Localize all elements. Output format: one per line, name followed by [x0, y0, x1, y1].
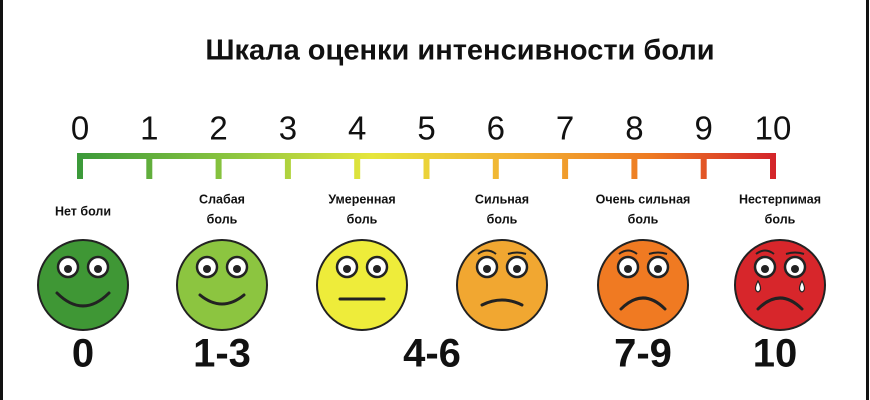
scale-number: 2 — [209, 110, 227, 147]
scale-number: 4 — [348, 110, 366, 147]
face-label: боль — [628, 212, 659, 226]
scale-tick — [562, 153, 569, 179]
pupil — [94, 265, 102, 273]
scale-number: 1 — [140, 110, 158, 147]
face-label: боль — [487, 212, 518, 226]
scale-ticks: 0 1 2 3 4 5 6 7 8 9 10 — [71, 110, 792, 179]
pupil — [64, 265, 72, 273]
scale-tick — [77, 153, 83, 179]
scale-number: 5 — [417, 110, 435, 147]
pupil — [654, 265, 662, 273]
faces: Нет боли Слабая боль Умеренная боль Сильная бо… — [37, 192, 826, 376]
mouth — [480, 298, 524, 307]
face-circle — [734, 239, 826, 331]
face-circle — [37, 239, 129, 331]
mouth — [619, 296, 667, 311]
brow — [618, 249, 638, 255]
scale-tick — [354, 153, 361, 179]
scale-number: 0 — [71, 110, 89, 147]
face-label: Очень сильная — [596, 192, 691, 206]
face — [456, 239, 548, 331]
face-circle — [176, 239, 268, 331]
face — [597, 239, 689, 331]
face-label: боль — [207, 212, 238, 226]
scale-number: 6 — [487, 110, 505, 147]
pupil — [761, 265, 769, 273]
brow — [755, 249, 775, 255]
pupil — [624, 265, 632, 273]
face-label: Сильная — [475, 192, 529, 206]
face-label: боль — [347, 212, 378, 226]
range-label: 4-6 — [403, 332, 461, 376]
range-label: 7-9 — [614, 332, 672, 376]
pupil — [203, 265, 211, 273]
face — [37, 239, 129, 331]
scale-tick — [492, 153, 499, 179]
scale-tick — [631, 153, 638, 179]
pupil — [373, 265, 381, 273]
face — [316, 239, 408, 331]
face — [734, 239, 826, 331]
pupil — [483, 265, 491, 273]
face-label: Нет боли — [55, 204, 111, 218]
scale-tick — [146, 153, 153, 179]
scale-tick — [770, 153, 776, 179]
title: Шкала оценки интенсивности боли — [205, 35, 714, 67]
scale-tick — [423, 153, 430, 179]
face-label: Нестерпимая — [739, 192, 821, 206]
scale-number: 10 — [755, 110, 792, 147]
face-label: боль — [765, 212, 796, 226]
pupil — [513, 265, 521, 273]
scale-number: 7 — [556, 110, 574, 147]
face-circle — [597, 239, 689, 331]
pupil — [233, 265, 241, 273]
mouth — [198, 293, 246, 306]
face — [176, 239, 268, 331]
scale-tick — [215, 153, 222, 179]
tear — [798, 279, 806, 293]
brow — [648, 251, 668, 255]
face-label: Слабая — [199, 192, 245, 206]
scale-tick — [284, 153, 291, 179]
pupil — [343, 265, 351, 273]
scale-number: 9 — [695, 110, 713, 147]
face-circle — [456, 239, 548, 331]
scale-number: 8 — [625, 110, 643, 147]
face-label: Умеренная — [328, 192, 395, 206]
range-label: 10 — [753, 332, 798, 376]
brow — [507, 251, 527, 255]
pupil — [791, 265, 799, 273]
tear — [754, 279, 762, 293]
scale-number: 3 — [279, 110, 297, 147]
scale-tick — [700, 153, 707, 179]
mouth — [756, 296, 804, 311]
range-label: 0 — [72, 332, 94, 376]
brow — [785, 251, 805, 255]
face-circle — [316, 239, 408, 331]
mouth — [55, 291, 111, 308]
brow — [477, 249, 497, 255]
range-label: 1-3 — [193, 332, 251, 376]
